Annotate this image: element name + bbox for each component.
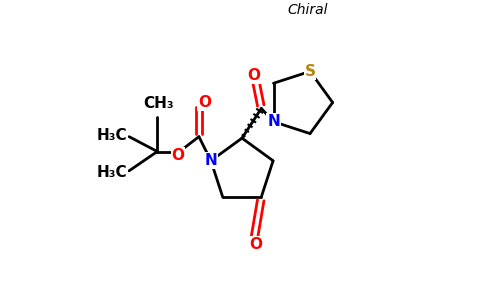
Text: O: O — [172, 148, 184, 163]
Text: S: S — [304, 64, 316, 79]
Text: N: N — [205, 153, 217, 168]
Text: H₃C: H₃C — [96, 128, 127, 143]
Text: N: N — [267, 114, 280, 129]
Text: O: O — [198, 95, 211, 110]
Text: O: O — [247, 68, 260, 83]
Text: CH₃: CH₃ — [143, 96, 174, 111]
Text: O: O — [249, 237, 262, 252]
Text: H₃C: H₃C — [96, 165, 127, 180]
Text: Chiral: Chiral — [287, 3, 328, 17]
